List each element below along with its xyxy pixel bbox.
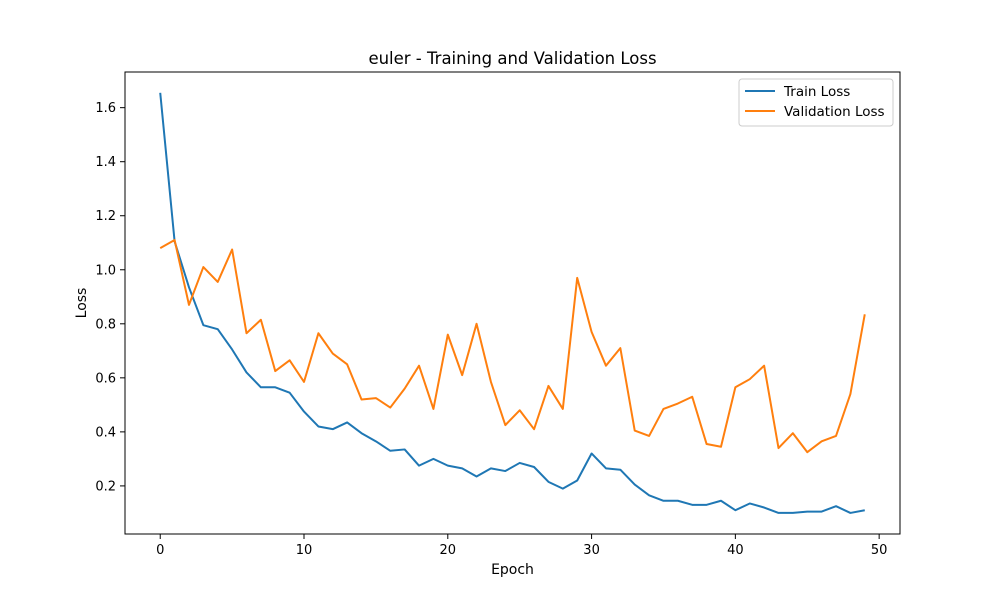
- series-layer: [159, 92, 866, 514]
- x-tick-label: 30: [583, 543, 600, 558]
- y-axis-label: Loss: [74, 288, 90, 319]
- series-line-train-loss: [159, 92, 865, 514]
- legend-box: [738, 78, 894, 127]
- plot-frame: [124, 71, 901, 535]
- x-tick-label: 50: [871, 543, 888, 558]
- x-axis-label: Epoch: [491, 562, 534, 578]
- legend-label-validation-loss: Validation Loss: [784, 104, 885, 120]
- y-tick-label: 1.6: [95, 101, 116, 116]
- x-tick-label: 10: [296, 543, 313, 558]
- y-tick-label: 1.4: [95, 155, 116, 170]
- x-axis-ticks: 0 10 20 30 40 50: [156, 534, 887, 558]
- y-tick-label: 0.2: [95, 479, 116, 494]
- chart-title: euler - Training and Validation Loss: [368, 49, 656, 68]
- x-tick-label: 0: [156, 543, 164, 558]
- x-tick-label: 20: [440, 543, 457, 558]
- y-axis-ticks: 0.2 0.4 0.6 0.8 1.0 1.2 1.4 1.6: [95, 101, 125, 494]
- y-tick-label: 0.8: [95, 317, 116, 332]
- y-tick-label: 1.2: [95, 209, 116, 224]
- series-line-validation-loss: [159, 239, 866, 454]
- legend: Train Loss Validation Loss: [738, 78, 894, 127]
- y-tick-label: 0.4: [95, 425, 116, 440]
- y-tick-label: 0.6: [95, 371, 116, 386]
- y-tick-label: 1.0: [95, 263, 116, 278]
- x-tick-label: 40: [727, 543, 744, 558]
- legend-label-train-loss: Train Loss: [783, 84, 850, 100]
